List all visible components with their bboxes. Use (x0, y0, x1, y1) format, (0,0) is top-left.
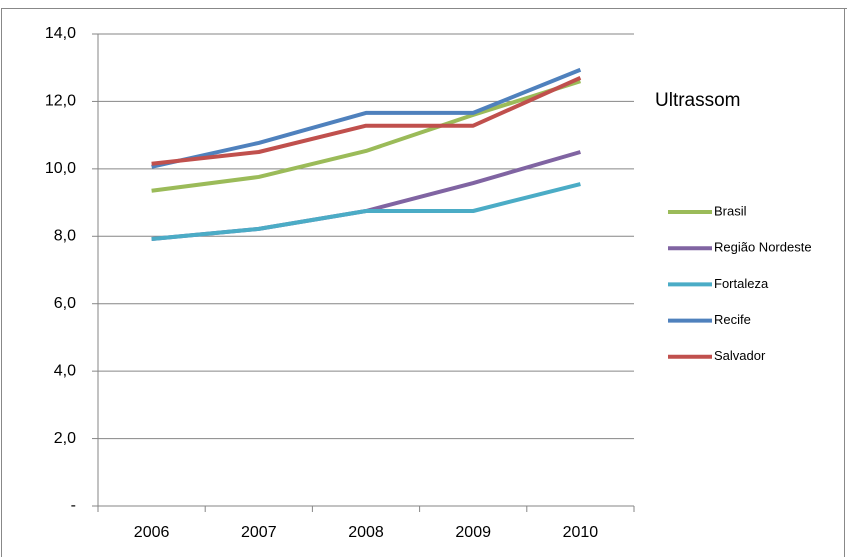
legend-label: Fortaleza (714, 276, 769, 291)
y-tick-label: - (71, 497, 76, 514)
y-tick-label: 14,0 (45, 25, 76, 42)
chart-title: Ultrassom (655, 90, 741, 111)
y-tick-label: 10,0 (45, 160, 76, 177)
y-tick-label: 12,0 (45, 93, 76, 110)
x-tick-label: 2008 (348, 524, 384, 541)
x-tick-label: 2010 (563, 524, 599, 541)
y-tick-label: 4,0 (54, 362, 76, 379)
line (151, 67, 582, 169)
legend-label: Região Nordeste (714, 240, 812, 255)
y-tick-label: 2,0 (54, 430, 76, 447)
x-tick-label: 2007 (241, 524, 277, 541)
legend-label: Recife (714, 312, 751, 327)
x-tick-label: 2006 (134, 524, 170, 541)
y-tick-label: 8,0 (54, 228, 76, 245)
legend-label: Brasil (714, 203, 747, 218)
line (151, 182, 581, 241)
x-tick-label: 2009 (455, 524, 491, 541)
legend-label: Salvador (714, 348, 766, 363)
line (151, 76, 582, 166)
line (151, 79, 582, 193)
y-tick-label: 6,0 (54, 295, 76, 312)
